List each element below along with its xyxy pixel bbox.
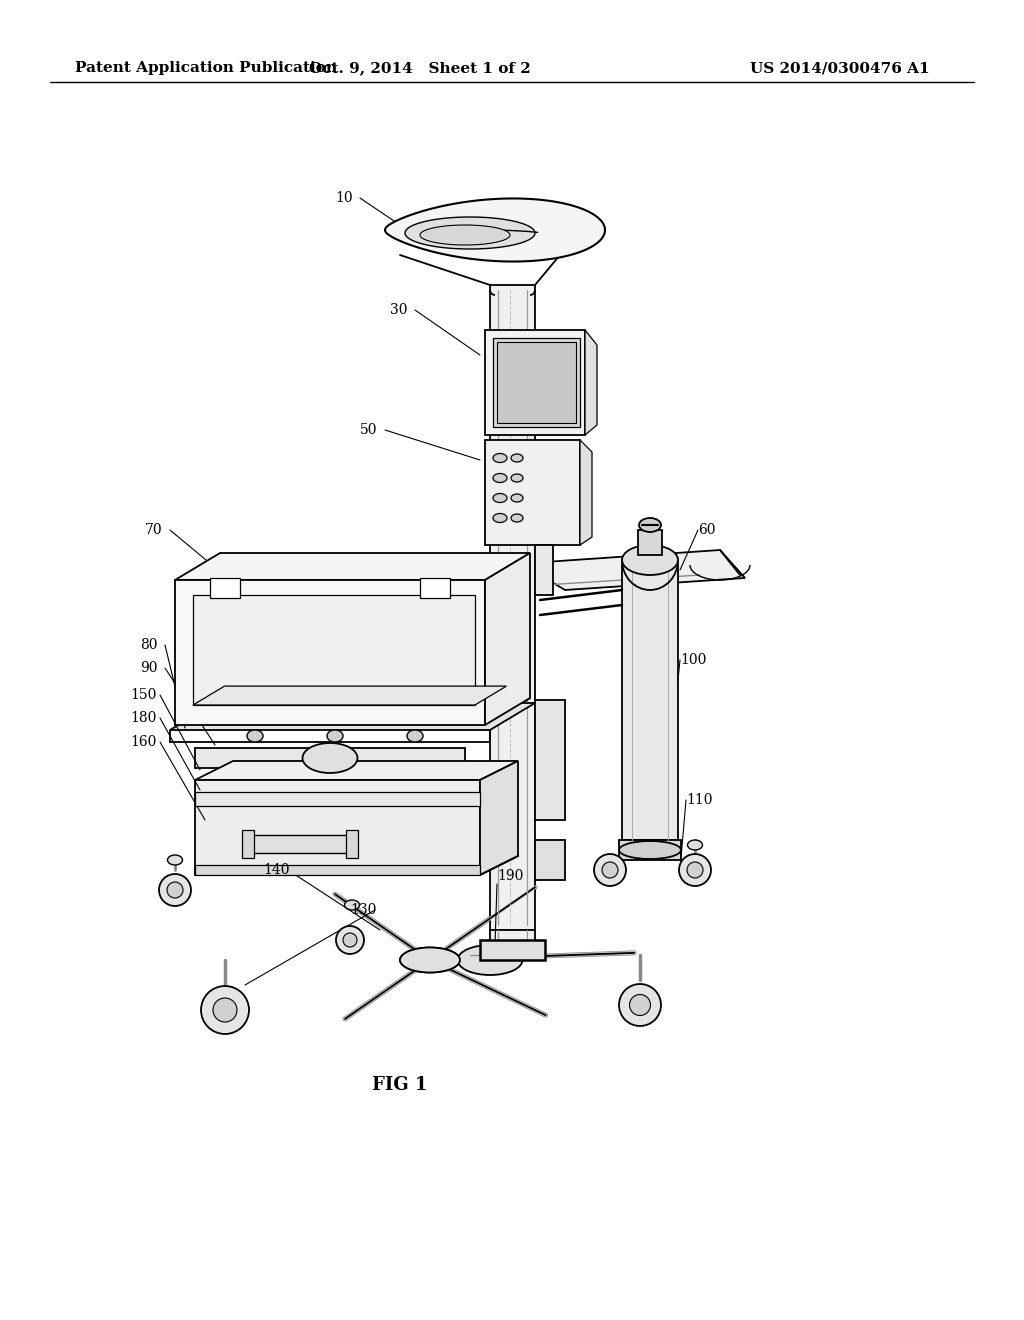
Ellipse shape: [247, 730, 263, 742]
Polygon shape: [195, 748, 465, 768]
Ellipse shape: [343, 933, 357, 946]
Ellipse shape: [493, 474, 507, 483]
Polygon shape: [195, 780, 480, 875]
Ellipse shape: [493, 494, 507, 503]
Polygon shape: [480, 762, 518, 875]
Ellipse shape: [400, 948, 460, 973]
Bar: [346, 830, 358, 858]
Polygon shape: [175, 553, 530, 579]
Ellipse shape: [327, 730, 343, 742]
Ellipse shape: [511, 454, 523, 462]
Ellipse shape: [639, 517, 662, 532]
Ellipse shape: [168, 855, 182, 865]
Text: 100: 100: [680, 653, 707, 667]
Text: 190: 190: [497, 869, 523, 883]
Polygon shape: [385, 198, 605, 261]
Polygon shape: [406, 216, 535, 249]
Polygon shape: [210, 578, 240, 598]
Polygon shape: [580, 440, 592, 545]
Bar: [535, 700, 565, 820]
Bar: [535, 840, 565, 880]
Ellipse shape: [458, 945, 522, 975]
Ellipse shape: [336, 927, 364, 954]
Ellipse shape: [511, 513, 523, 521]
Text: 110: 110: [686, 793, 713, 807]
Polygon shape: [485, 440, 580, 545]
Polygon shape: [480, 940, 545, 960]
Text: 30: 30: [390, 304, 408, 317]
Ellipse shape: [687, 862, 703, 878]
Ellipse shape: [344, 900, 359, 909]
Ellipse shape: [679, 854, 711, 886]
Bar: [242, 830, 254, 858]
Polygon shape: [493, 338, 580, 426]
Polygon shape: [420, 224, 510, 246]
Ellipse shape: [687, 840, 702, 850]
Ellipse shape: [511, 474, 523, 482]
Bar: [535, 545, 553, 595]
Ellipse shape: [493, 454, 507, 462]
Text: US 2014/0300476 A1: US 2014/0300476 A1: [750, 61, 930, 75]
Text: 70: 70: [145, 523, 163, 537]
Ellipse shape: [602, 862, 618, 878]
Ellipse shape: [159, 874, 191, 906]
Ellipse shape: [618, 983, 662, 1026]
Text: 60: 60: [698, 523, 716, 537]
Text: 130: 130: [350, 903, 377, 917]
Ellipse shape: [594, 854, 626, 886]
Polygon shape: [618, 840, 681, 861]
Polygon shape: [195, 792, 480, 807]
Polygon shape: [485, 330, 585, 436]
Polygon shape: [170, 704, 535, 730]
Ellipse shape: [167, 882, 183, 898]
Polygon shape: [175, 579, 485, 725]
Polygon shape: [540, 550, 745, 590]
Ellipse shape: [400, 948, 460, 973]
Text: Patent Application Publication: Patent Application Publication: [75, 61, 337, 75]
Polygon shape: [193, 686, 507, 705]
Ellipse shape: [511, 494, 523, 502]
Ellipse shape: [493, 513, 507, 523]
Polygon shape: [420, 578, 450, 598]
Text: 180: 180: [130, 711, 157, 725]
Polygon shape: [490, 285, 535, 931]
Polygon shape: [250, 836, 350, 853]
Text: 160: 160: [130, 735, 157, 748]
Polygon shape: [585, 330, 597, 436]
Polygon shape: [193, 595, 475, 705]
Ellipse shape: [201, 986, 249, 1034]
Text: 90: 90: [140, 661, 158, 675]
Polygon shape: [195, 865, 480, 875]
Ellipse shape: [407, 730, 423, 742]
Polygon shape: [638, 531, 662, 554]
Ellipse shape: [630, 994, 650, 1015]
Text: 150: 150: [130, 688, 157, 702]
Text: 80: 80: [140, 638, 158, 652]
Polygon shape: [485, 553, 530, 725]
Ellipse shape: [302, 743, 357, 774]
Ellipse shape: [213, 998, 237, 1022]
Ellipse shape: [618, 841, 681, 859]
Polygon shape: [490, 931, 535, 950]
Text: Oct. 9, 2014   Sheet 1 of 2: Oct. 9, 2014 Sheet 1 of 2: [309, 61, 530, 75]
Polygon shape: [195, 762, 518, 780]
Ellipse shape: [622, 545, 678, 576]
Polygon shape: [622, 565, 678, 840]
Text: 140: 140: [263, 863, 290, 876]
Text: 50: 50: [360, 422, 378, 437]
Text: 10: 10: [335, 191, 352, 205]
Polygon shape: [497, 342, 575, 422]
Text: FIG 1: FIG 1: [373, 1076, 428, 1094]
